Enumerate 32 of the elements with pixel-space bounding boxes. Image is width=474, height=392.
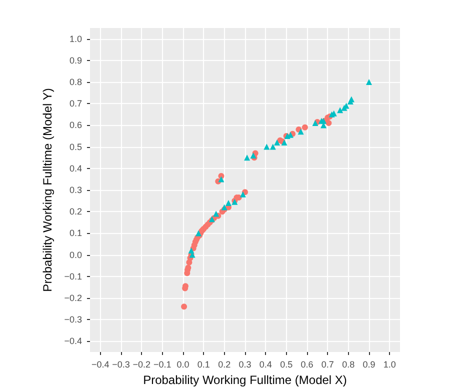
- x-tick-label: 1.0: [383, 360, 396, 370]
- y-tick-label: 1.0: [69, 34, 82, 44]
- y-tick-label: 0.7: [69, 98, 82, 109]
- x-tick-label: 0.3: [238, 360, 252, 370]
- x-tick-label: −0.2: [132, 360, 151, 370]
- y-tick-label: −0.1: [64, 271, 82, 282]
- x-tick-label: 0.2: [218, 360, 231, 370]
- x-axis-title: Probability Working Fulltime (Model X): [143, 372, 347, 387]
- x-tick-label: 0.4: [259, 360, 272, 370]
- y-tick-label: 0.1: [69, 228, 82, 238]
- y-tick-label: −0.3: [64, 314, 82, 325]
- x-tick-label: 0.5: [280, 360, 293, 370]
- x-tick-label: 0.7: [321, 360, 334, 370]
- y-tick-label: −0.4: [64, 336, 82, 346]
- x-tick-label: 0.1: [197, 360, 210, 370]
- x-tick-label: −0.1: [153, 360, 172, 370]
- x-tick-label: 0.9: [362, 360, 376, 370]
- y-tick-label: 0.6: [69, 120, 82, 130]
- y-tick-label: 0.9: [69, 55, 82, 66]
- x-tick-label: −0.3: [112, 360, 130, 370]
- x-tick-label: 0.8: [342, 360, 355, 370]
- y-tick-label: 0.8: [69, 77, 82, 87]
- y-tick-label: −0.2: [64, 293, 82, 303]
- y-tick-label: 0.4: [69, 163, 82, 174]
- y-axis-title: Probability Working Fulltime (Model Y): [40, 88, 54, 292]
- x-tick-label: 0.0: [176, 360, 190, 370]
- x-tick-label: −0.4: [91, 360, 110, 370]
- x-tick-label: 0.6: [300, 360, 314, 370]
- y-tick-label: 0.2: [69, 206, 82, 217]
- y-tick-label: 0.5: [69, 142, 82, 152]
- y-tick-label: 0.3: [69, 185, 82, 195]
- y-tick-label: 0.0: [69, 250, 82, 260]
